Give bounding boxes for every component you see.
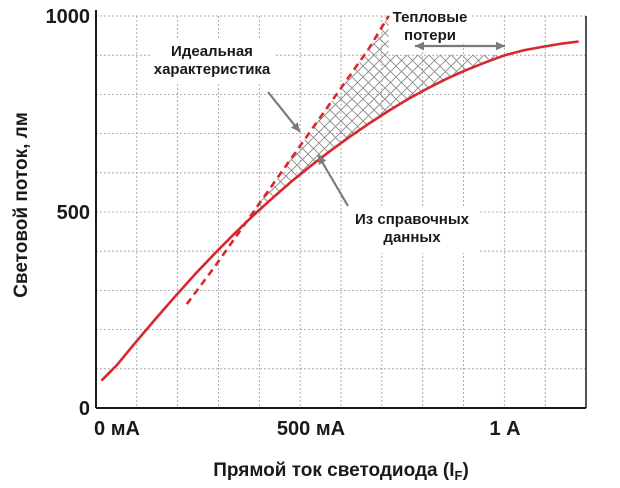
y-tick-label: 500 — [57, 202, 90, 224]
annotation-datasheet-arrow — [317, 154, 349, 207]
annotation-heat-loss-label: потери — [404, 27, 456, 44]
annotation-ideal-arrow — [267, 91, 301, 133]
tick-labels: 0 500 1000 0 мА 500 мА 1 А — [46, 6, 521, 440]
annotation-datasheet-label: Из справочных — [355, 211, 470, 228]
axis-titles: Прямой ток светодиода (IF) Световой поток… — [11, 112, 469, 483]
y-axis-title: Световой поток, лм — [11, 112, 32, 298]
x-axis-title-subscript: F — [454, 468, 462, 483]
annotation-arrowhead — [318, 155, 327, 165]
annotation-arrowhead — [495, 41, 505, 51]
annotation-arrow-shaft — [317, 154, 349, 207]
annotation-ideal-label: Идеальная — [171, 43, 253, 60]
annotation-arrowhead — [290, 122, 300, 132]
y-tick-label: 0 — [79, 398, 90, 420]
annotation-label-bg — [150, 40, 275, 84]
annotation-arrowhead — [415, 41, 425, 51]
x-tick-label: 500 мА — [277, 418, 345, 440]
annotation-heat-loss-arrow-left — [415, 41, 460, 51]
annotation-datasheet-label: данных — [383, 229, 441, 246]
x-tick-label: 1 А — [489, 418, 520, 440]
annotation-heat-loss-label: Тепловые — [393, 9, 468, 26]
series-group — [100, 15, 579, 382]
axes — [95, 10, 587, 409]
annotation-label-bg — [390, 8, 470, 44]
x-tick-label: 0 мА — [94, 418, 140, 440]
annotation-ideal-label: характеристика — [154, 61, 271, 78]
series-ideal-line — [185, 15, 390, 305]
annotation-heat-loss-arrow-right — [460, 41, 505, 51]
x-axis-title-main: Прямой ток светодиода (I — [213, 460, 454, 481]
series-datasheet-line — [100, 40, 579, 382]
annotation-label-bg — [344, 207, 479, 253]
x-axis-title-close: ) — [462, 460, 468, 481]
x-axis-title: Прямой ток светодиода (IF) — [213, 460, 469, 483]
y-tick-label: 1000 — [46, 6, 91, 28]
